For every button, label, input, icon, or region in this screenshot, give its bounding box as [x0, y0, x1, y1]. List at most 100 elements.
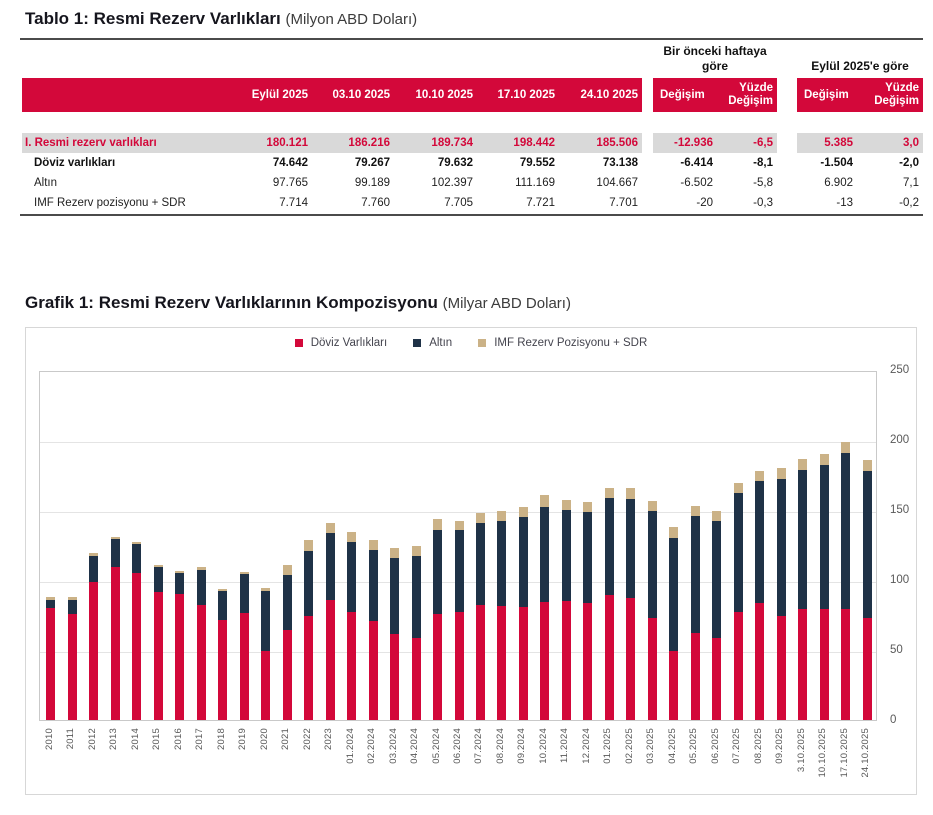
bar-segment-imf	[561, 499, 571, 510]
bar-04.2024	[411, 546, 421, 720]
table-group-header-row: Bir önceki haftaya göre Eylül 2025'e gör…	[22, 40, 923, 77]
cell-value: 180.121	[230, 133, 312, 153]
bar-segment-doviz	[325, 600, 335, 720]
bar-segment-doviz	[518, 607, 528, 720]
x-axis-label: 2017	[194, 728, 206, 750]
bar-segment-imf	[218, 589, 228, 592]
bar-segment-altin	[132, 544, 142, 573]
bar-segment-imf	[841, 442, 851, 453]
bar-segment-doviz	[239, 612, 249, 720]
bar-02.2025	[626, 487, 636, 720]
bar-segment-doviz	[196, 605, 206, 720]
cell-week-pct: -6,5	[717, 133, 777, 153]
bar-06.2024	[454, 520, 464, 720]
bar-segment-imf	[368, 540, 378, 550]
bar-segment-imf	[282, 564, 292, 576]
bar-2020	[261, 588, 271, 720]
bar-07.2025	[733, 483, 743, 720]
legend-item: IMF Rezerv Pozisyonu + SDR	[478, 337, 647, 349]
bar-2010	[46, 596, 56, 720]
header-block-week: Değişim Yüzde Değişim	[653, 78, 777, 112]
cell-sep-change: 5.385	[797, 133, 857, 153]
x-axis-label: 02.2025	[623, 728, 635, 764]
bar-segment-altin	[390, 557, 400, 634]
bar-2022	[304, 539, 314, 720]
table-row-fx: Döviz varlıkları 74.642 79.267 79.632 79…	[22, 153, 923, 173]
bar-segment-imf	[454, 520, 464, 531]
bar-08.2024	[497, 510, 507, 720]
x-axis-label: 3.10.2025	[795, 728, 807, 773]
bar-segment-doviz	[712, 638, 722, 720]
table-row-imf: IMF Rezerv pozisyonu + SDR 7.714 7.760 7…	[22, 193, 923, 213]
x-axis-label: 09.2024	[516, 728, 528, 764]
bar-segment-doviz	[604, 594, 614, 720]
bar-segment-altin	[862, 471, 872, 618]
bar-segment-altin	[475, 522, 485, 605]
x-axis-label: 2011	[65, 728, 77, 750]
bar-segment-imf	[175, 570, 185, 573]
cell-value: 99.189	[354, 177, 390, 189]
bar-segment-doviz	[433, 613, 442, 720]
bar-segment-altin	[368, 549, 378, 621]
bar-07.2024	[475, 512, 485, 720]
bar-segment-imf	[67, 596, 77, 600]
bar-3.10.2025	[798, 459, 808, 720]
table-title: Tablo 1: Resmi Rezerv Varlıkları (Milyon…	[25, 8, 923, 31]
bar-segment-altin	[540, 506, 550, 602]
bar-segment-doviz	[282, 630, 292, 720]
bar-segment-altin	[433, 529, 442, 614]
bar-segment-altin	[690, 516, 700, 633]
cell-value: 79.552	[519, 157, 555, 169]
bar-segment-doviz	[690, 632, 700, 720]
x-axis-label: 2021	[280, 728, 292, 750]
cell-sep-change: 6.902	[824, 177, 853, 189]
chart-container: Döviz Varlıkları Altın IMF Rezerv Pozisyon…	[25, 327, 917, 795]
column-header: 03.10 2025	[312, 78, 394, 112]
x-axis-label: 17.10.2025	[838, 728, 850, 778]
bar-segment-doviz	[776, 615, 786, 720]
bar-10.10.2025	[819, 454, 829, 720]
legend-swatch-altin	[413, 339, 422, 347]
x-axis-label: 2012	[86, 728, 98, 750]
bar-segment-imf	[604, 487, 614, 499]
bar-segment-doviz	[841, 608, 851, 720]
bar-segment-imf	[347, 531, 357, 543]
bar-segment-altin	[669, 538, 679, 652]
bar-09.2024	[518, 507, 528, 720]
x-axis-label: 2014	[129, 728, 141, 750]
cell-sep-change: -13	[836, 197, 853, 209]
bar-segment-imf	[733, 483, 743, 494]
bar-segment-imf	[712, 510, 722, 521]
row-label: I. Resmi rezerv varlıkları	[22, 133, 230, 153]
cell-value: 185.506	[559, 133, 642, 153]
bar-segment-doviz	[132, 573, 142, 720]
reserve-table-section: Tablo 1: Resmi Rezerv Varlıkları (Milyon…	[20, 8, 923, 216]
header-label-cell	[22, 78, 230, 112]
bar-segment-doviz	[390, 633, 400, 720]
bar-segment-altin	[755, 480, 765, 604]
cell-sep-change: -1.504	[820, 157, 853, 169]
y-axis-label: 150	[890, 504, 910, 516]
x-axis-label: 2015	[151, 728, 163, 750]
y-axis-label: 100	[890, 574, 910, 586]
bar-segment-imf	[89, 553, 99, 557]
table-row-gold: Altın 97.765 99.189 102.397 111.169 104.…	[22, 173, 923, 193]
bar-2016	[175, 570, 185, 720]
bar-segment-imf	[475, 512, 485, 523]
legend-label: IMF Rezerv Pozisyonu + SDR	[494, 337, 648, 349]
header-gap	[642, 78, 653, 112]
table-title-text: Tablo 1: Resmi Rezerv Varlıkları	[25, 9, 281, 28]
x-axis-label: 09.2025	[774, 728, 786, 764]
bar-segment-doviz	[153, 591, 163, 720]
bar-segment-doviz	[110, 566, 120, 720]
bar-24.10.2025	[862, 460, 872, 720]
y-axis-label: 50	[890, 644, 903, 656]
cell-week-pct: -8,1	[753, 157, 773, 169]
bar-segment-doviz	[67, 613, 77, 720]
bar-01.2025	[604, 487, 614, 720]
bar-segment-doviz	[368, 620, 378, 720]
bar-segment-doviz	[647, 617, 657, 720]
x-axis-label: 04.2024	[409, 728, 421, 764]
bar-02.2024	[368, 540, 378, 720]
